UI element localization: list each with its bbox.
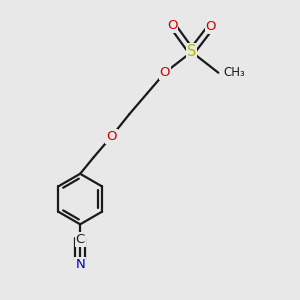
Text: O: O — [206, 20, 216, 33]
Text: CH₃: CH₃ — [224, 66, 246, 79]
Text: O: O — [167, 19, 178, 32]
Text: N: N — [75, 258, 85, 271]
Text: O: O — [160, 66, 170, 79]
Text: S: S — [187, 44, 196, 59]
Text: O: O — [106, 130, 117, 143]
Text: C: C — [76, 233, 85, 246]
